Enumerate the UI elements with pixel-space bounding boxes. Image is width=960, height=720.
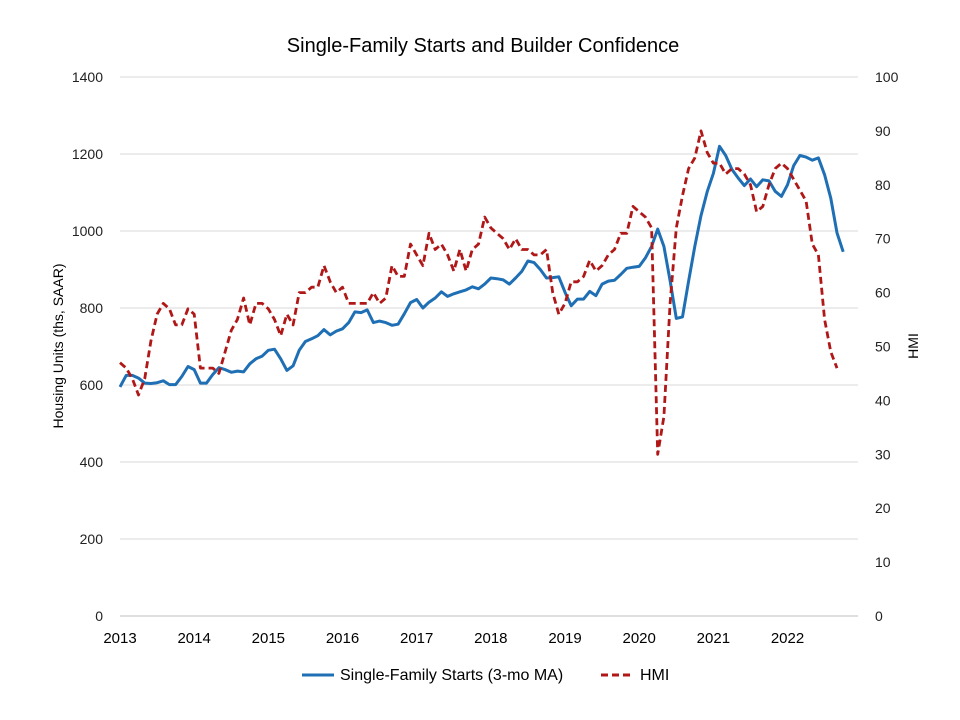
left-tick-label: 1200 (72, 146, 103, 162)
chart-title: Single-Family Starts and Builder Confide… (287, 35, 679, 57)
x-tick-label: 2019 (548, 630, 581, 647)
left-axis-ticks: 0 200 400 600 800 1000 1200 1400 (72, 69, 103, 624)
x-tick-label: 2014 (177, 630, 210, 647)
x-tick-label: 2013 (103, 630, 136, 647)
x-tick-label: 2018 (474, 630, 507, 647)
gridlines (120, 76, 858, 540)
right-tick-label: 20 (875, 500, 891, 516)
right-tick-label: 60 (875, 285, 891, 301)
series-layer (118, 129, 845, 456)
left-tick-label: 1000 (72, 223, 103, 239)
right-tick-label: 50 (875, 339, 891, 355)
left-tick-label: 600 (80, 377, 104, 393)
right-tick-label: 80 (875, 177, 891, 193)
x-tick-label: 2021 (697, 630, 730, 647)
right-axis-ticks: 0 10 20 30 40 50 60 70 80 90 100 (875, 69, 899, 624)
series-line-hmi (119, 129, 839, 456)
right-tick-label: 90 (875, 123, 891, 139)
x-tick-label: 2017 (400, 630, 433, 647)
right-axis-title: HMI (905, 333, 921, 359)
right-tick-label: 0 (875, 608, 883, 624)
series-line-starts (118, 144, 845, 388)
x-tick-label: 2016 (326, 630, 359, 647)
legend-label-hmi: HMI (640, 667, 669, 684)
left-axis-title: Housing Units (ths, SAAR) (50, 264, 66, 429)
right-tick-label: 40 (875, 392, 891, 408)
right-tick-label: 30 (875, 446, 891, 462)
left-tick-label: 800 (80, 300, 104, 316)
legend-label-starts: Single-Family Starts (3-mo MA) (340, 667, 563, 684)
right-tick-label: 100 (875, 69, 899, 85)
x-tick-label: 2022 (771, 630, 804, 647)
x-axis-ticks: 2013 2014 2015 2016 2017 2018 2019 2020 2021 2022 (103, 630, 804, 647)
left-tick-label: 0 (95, 608, 103, 624)
right-tick-label: 70 (875, 231, 891, 247)
left-tick-label: 1400 (72, 69, 103, 85)
right-tick-label: 10 (875, 554, 891, 570)
left-tick-label: 400 (80, 454, 104, 470)
left-tick-label: 200 (80, 531, 104, 547)
x-tick-label: 2020 (623, 630, 656, 647)
legend: Single-Family Starts (3-mo MA) HMI (302, 667, 669, 684)
x-tick-label: 2015 (252, 630, 285, 647)
